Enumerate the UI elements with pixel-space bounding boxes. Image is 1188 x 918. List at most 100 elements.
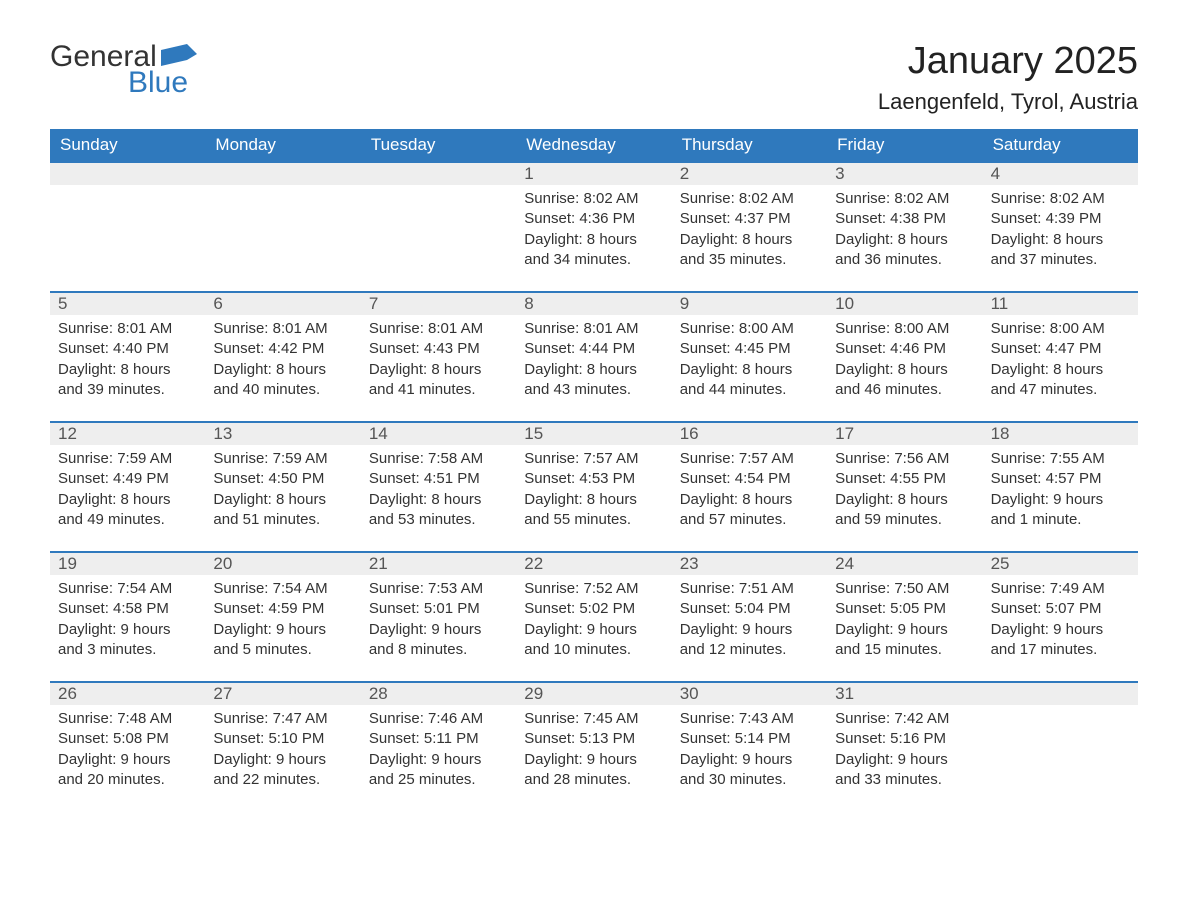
day-number: 26 (50, 683, 205, 705)
sunset-line: Sunset: 5:02 PM (524, 599, 663, 619)
sunrise-line: Sunrise: 7:59 AM (213, 449, 352, 469)
day-content: Sunrise: 7:52 AMSunset: 5:02 PMDaylight:… (516, 575, 671, 660)
day-number: 12 (50, 423, 205, 445)
day-cell: 8Sunrise: 8:01 AMSunset: 4:44 PMDaylight… (516, 291, 671, 421)
sunrise-line: Sunrise: 7:54 AM (58, 579, 197, 599)
sunrise-line: Sunrise: 7:55 AM (991, 449, 1130, 469)
day-content: Sunrise: 7:45 AMSunset: 5:13 PMDaylight:… (516, 705, 671, 790)
sunset-line: Sunset: 5:04 PM (680, 599, 819, 619)
sunset-line: Sunset: 5:08 PM (58, 729, 197, 749)
day-number-bar (983, 683, 1138, 705)
day-number-bar (205, 163, 360, 185)
weekday-header: Saturday (983, 129, 1138, 161)
daylight-line: Daylight: 8 hours and 51 minutes. (213, 490, 352, 531)
daylight-line: Daylight: 9 hours and 15 minutes. (835, 620, 974, 661)
daylight-line: Daylight: 9 hours and 20 minutes. (58, 750, 197, 791)
sunrise-line: Sunrise: 8:02 AM (680, 189, 819, 209)
day-content: Sunrise: 7:55 AMSunset: 4:57 PMDaylight:… (983, 445, 1138, 530)
title-block: January 2025 Laengenfeld, Tyrol, Austria (878, 40, 1138, 115)
day-number: 18 (983, 423, 1138, 445)
day-number: 7 (361, 293, 516, 315)
day-number: 14 (361, 423, 516, 445)
sunrise-line: Sunrise: 7:57 AM (680, 449, 819, 469)
day-number: 13 (205, 423, 360, 445)
day-number: 5 (50, 293, 205, 315)
day-number: 30 (672, 683, 827, 705)
sunset-line: Sunset: 4:47 PM (991, 339, 1130, 359)
day-cell: 5Sunrise: 8:01 AMSunset: 4:40 PMDaylight… (50, 291, 205, 421)
day-number: 11 (983, 293, 1138, 315)
sunset-line: Sunset: 5:13 PM (524, 729, 663, 749)
sunrise-line: Sunrise: 8:01 AM (524, 319, 663, 339)
sunset-line: Sunset: 4:57 PM (991, 469, 1130, 489)
weekday-header: Friday (827, 129, 982, 161)
sunset-line: Sunset: 4:59 PM (213, 599, 352, 619)
day-content: Sunrise: 7:47 AMSunset: 5:10 PMDaylight:… (205, 705, 360, 790)
day-content: Sunrise: 7:56 AMSunset: 4:55 PMDaylight:… (827, 445, 982, 530)
day-content: Sunrise: 7:53 AMSunset: 5:01 PMDaylight:… (361, 575, 516, 660)
day-cell: 3Sunrise: 8:02 AMSunset: 4:38 PMDaylight… (827, 161, 982, 291)
sunset-line: Sunset: 4:36 PM (524, 209, 663, 229)
day-content: Sunrise: 7:57 AMSunset: 4:54 PMDaylight:… (672, 445, 827, 530)
sunrise-line: Sunrise: 8:00 AM (680, 319, 819, 339)
empty-day-cell (361, 161, 516, 291)
sunset-line: Sunset: 4:37 PM (680, 209, 819, 229)
day-number: 23 (672, 553, 827, 575)
day-number-bar (50, 163, 205, 185)
day-content: Sunrise: 8:01 AMSunset: 4:40 PMDaylight:… (50, 315, 205, 400)
empty-day-cell (50, 161, 205, 291)
day-content: Sunrise: 7:59 AMSunset: 4:50 PMDaylight:… (205, 445, 360, 530)
sunrise-line: Sunrise: 7:53 AM (369, 579, 508, 599)
day-cell: 10Sunrise: 8:00 AMSunset: 4:46 PMDayligh… (827, 291, 982, 421)
day-number: 28 (361, 683, 516, 705)
sunrise-line: Sunrise: 7:52 AM (524, 579, 663, 599)
day-number: 16 (672, 423, 827, 445)
sunset-line: Sunset: 4:54 PM (680, 469, 819, 489)
sunrise-line: Sunrise: 8:00 AM (835, 319, 974, 339)
day-cell: 6Sunrise: 8:01 AMSunset: 4:42 PMDaylight… (205, 291, 360, 421)
sunrise-line: Sunrise: 8:01 AM (369, 319, 508, 339)
day-content: Sunrise: 7:59 AMSunset: 4:49 PMDaylight:… (50, 445, 205, 530)
weekday-header: Sunday (50, 129, 205, 161)
sunset-line: Sunset: 4:58 PM (58, 599, 197, 619)
daylight-line: Daylight: 8 hours and 40 minutes. (213, 360, 352, 401)
day-number: 1 (516, 163, 671, 185)
daylight-line: Daylight: 8 hours and 47 minutes. (991, 360, 1130, 401)
day-cell: 29Sunrise: 7:45 AMSunset: 5:13 PMDayligh… (516, 681, 671, 811)
daylight-line: Daylight: 9 hours and 5 minutes. (213, 620, 352, 661)
day-cell: 27Sunrise: 7:47 AMSunset: 5:10 PMDayligh… (205, 681, 360, 811)
day-content: Sunrise: 8:02 AMSunset: 4:37 PMDaylight:… (672, 185, 827, 270)
day-content: Sunrise: 7:58 AMSunset: 4:51 PMDaylight:… (361, 445, 516, 530)
day-content: Sunrise: 8:01 AMSunset: 4:42 PMDaylight:… (205, 315, 360, 400)
weekday-header: Wednesday (516, 129, 671, 161)
daylight-line: Daylight: 9 hours and 28 minutes. (524, 750, 663, 791)
weekday-header: Monday (205, 129, 360, 161)
day-cell: 21Sunrise: 7:53 AMSunset: 5:01 PMDayligh… (361, 551, 516, 681)
day-number: 24 (827, 553, 982, 575)
day-cell: 22Sunrise: 7:52 AMSunset: 5:02 PMDayligh… (516, 551, 671, 681)
daylight-line: Daylight: 8 hours and 39 minutes. (58, 360, 197, 401)
day-content: Sunrise: 8:02 AMSunset: 4:39 PMDaylight:… (983, 185, 1138, 270)
sunrise-line: Sunrise: 7:46 AM (369, 709, 508, 729)
sunrise-line: Sunrise: 8:02 AM (835, 189, 974, 209)
daylight-line: Daylight: 9 hours and 17 minutes. (991, 620, 1130, 661)
day-cell: 28Sunrise: 7:46 AMSunset: 5:11 PMDayligh… (361, 681, 516, 811)
day-number: 22 (516, 553, 671, 575)
day-number: 20 (205, 553, 360, 575)
daylight-line: Daylight: 8 hours and 49 minutes. (58, 490, 197, 531)
sunset-line: Sunset: 4:43 PM (369, 339, 508, 359)
sunset-line: Sunset: 4:44 PM (524, 339, 663, 359)
day-number: 31 (827, 683, 982, 705)
daylight-line: Daylight: 9 hours and 33 minutes. (835, 750, 974, 791)
daylight-line: Daylight: 8 hours and 34 minutes. (524, 230, 663, 271)
sunset-line: Sunset: 4:38 PM (835, 209, 974, 229)
day-content: Sunrise: 7:42 AMSunset: 5:16 PMDaylight:… (827, 705, 982, 790)
sunset-line: Sunset: 4:45 PM (680, 339, 819, 359)
sunset-line: Sunset: 4:46 PM (835, 339, 974, 359)
day-cell: 16Sunrise: 7:57 AMSunset: 4:54 PMDayligh… (672, 421, 827, 551)
calendar-grid: SundayMondayTuesdayWednesdayThursdayFrid… (50, 129, 1138, 811)
sunset-line: Sunset: 5:11 PM (369, 729, 508, 749)
sunrise-line: Sunrise: 7:54 AM (213, 579, 352, 599)
sunrise-line: Sunrise: 7:56 AM (835, 449, 974, 469)
day-content: Sunrise: 7:49 AMSunset: 5:07 PMDaylight:… (983, 575, 1138, 660)
